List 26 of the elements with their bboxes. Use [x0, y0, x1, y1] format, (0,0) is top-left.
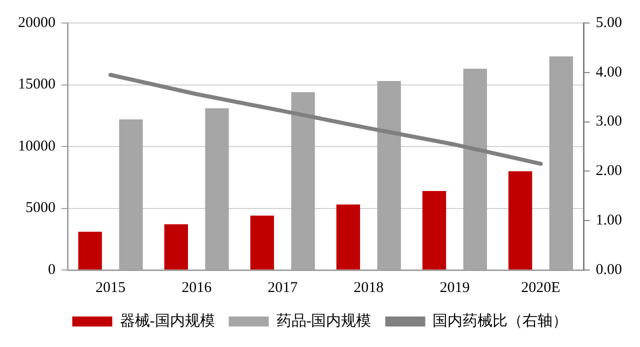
x-tick-label: 2017 — [268, 280, 298, 296]
y-tick-label: 5000 — [26, 200, 56, 216]
bar — [250, 216, 274, 270]
y2-tick-label: 5.00 — [596, 14, 622, 31]
x-tick-label: 2020E — [521, 280, 560, 296]
bar — [508, 171, 532, 270]
y-tick-label: 0 — [48, 262, 56, 278]
bar — [164, 224, 188, 270]
y-tick-label: 20000 — [18, 14, 56, 31]
y2-tick-label: 2.00 — [596, 163, 622, 180]
y2-tick-label: 0.00 — [596, 262, 622, 278]
legend-label: 器械-国内规模 — [120, 312, 215, 330]
legend-label: 国内药械比（右轴） — [432, 312, 568, 330]
bar — [422, 190, 446, 270]
x-tick-label: 2018 — [354, 280, 384, 296]
bar — [336, 204, 360, 270]
x-tick-label: 2019 — [440, 280, 470, 296]
y-tick-label: 10000 — [18, 138, 56, 154]
y2-tick-label: 1.00 — [596, 212, 622, 229]
y2-tick-label: 3.00 — [596, 114, 622, 130]
x-tick-label: 2015 — [96, 280, 126, 296]
legend-label: 药品-国内规模 — [276, 312, 372, 330]
y2-tick-label: 4.00 — [596, 64, 622, 80]
y-tick-label: 15000 — [18, 76, 56, 93]
bar — [78, 232, 102, 270]
x-tick-label: 2016 — [182, 280, 212, 296]
